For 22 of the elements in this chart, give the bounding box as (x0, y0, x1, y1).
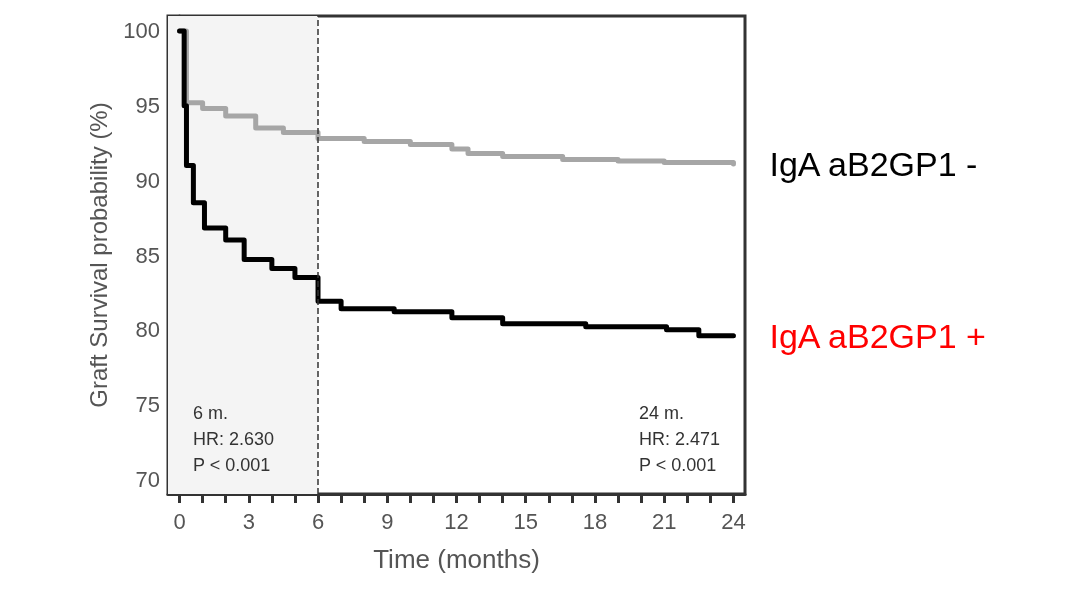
x-tick-label: 15 (513, 508, 538, 534)
y-tick-label: 95 (135, 93, 160, 119)
y-tick-label: 85 (135, 242, 160, 268)
y-tick-label: 100 (123, 18, 160, 44)
annotation: 6 m. HR: 2.630 P < 0.001 (193, 403, 275, 475)
x-tick-label: 24 (721, 508, 746, 534)
x-tick-label: 6 (311, 508, 325, 534)
y-tick-label: 80 (135, 317, 160, 343)
x-tick-label: 0 (173, 508, 186, 534)
x-tick-label: 9 (381, 508, 394, 534)
x-axis-title: Time (months) (373, 544, 540, 574)
series-label: IgA aB2GP1 - (769, 144, 978, 183)
x-tick-label: 18 (582, 508, 608, 534)
y-tick-label: 75 (135, 391, 160, 417)
y-tick-label: 90 (135, 167, 160, 193)
y-axis-title: Graft Survival probability (%) (84, 102, 112, 408)
x-tick-label: 21 (651, 508, 677, 534)
series-label: IgA aB2GP1 + (769, 316, 986, 355)
annotation: 24 m. HR: 2.471 P < 0.001 (638, 403, 720, 475)
x-tick-label: 12 (444, 508, 469, 534)
x-tick-label: 3 (242, 508, 255, 534)
y-tick-label: 70 (135, 466, 160, 492)
